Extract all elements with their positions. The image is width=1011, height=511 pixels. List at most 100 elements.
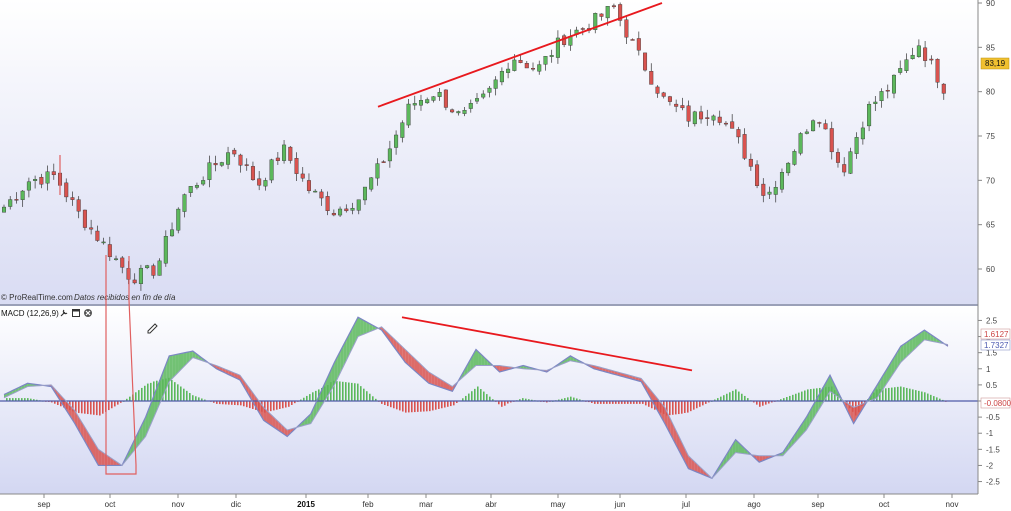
hist-bar-down: [666, 401, 668, 416]
hist-bar-up: [909, 388, 911, 401]
wrench-icon[interactable]: [60, 309, 68, 317]
hist-bar-down: [84, 401, 86, 414]
hist-bar-down: [261, 401, 263, 412]
hist-bar-down: [90, 401, 92, 415]
macd-cloud-down: [419, 363, 423, 379]
candle-up: [369, 177, 374, 190]
hist-bar-up: [807, 389, 809, 401]
macd-cloud-up: [358, 317, 361, 337]
macd-cloud-up: [903, 342, 907, 360]
hist-bar-up: [309, 394, 311, 401]
time-tick-label: dic: [231, 500, 241, 509]
macd-tick-label: 2.5: [986, 316, 998, 325]
hist-bar-up: [192, 395, 194, 401]
candle-down: [829, 128, 834, 153]
candle-up: [263, 180, 268, 187]
candle-down: [524, 63, 529, 69]
candle-down: [705, 117, 710, 119]
hist-bar-down: [669, 401, 671, 416]
pencil-icon[interactable]: [147, 323, 158, 334]
hist-bar-down: [651, 401, 653, 409]
macd-cloud-up: [172, 354, 176, 379]
last-price-tag: 83,19: [980, 57, 1010, 70]
candle-down: [244, 164, 249, 166]
time-tick-label: oct: [879, 500, 890, 509]
macd-cloud-up: [918, 332, 922, 346]
hist-bar-up: [810, 389, 812, 401]
macd-cloud-down: [414, 357, 417, 373]
hist-bar-up: [375, 398, 377, 401]
hist-bar-up: [24, 398, 26, 401]
macd-cloud-up: [900, 344, 904, 363]
candle-down: [929, 58, 934, 61]
hist-bar-up: [729, 392, 731, 401]
hist-bar-up: [894, 387, 896, 401]
candle-down: [624, 19, 629, 38]
hist-bar-up: [147, 383, 149, 401]
hist-bar-up: [912, 389, 914, 401]
candle-down: [667, 96, 672, 102]
candle-up: [8, 199, 13, 207]
candle-down: [730, 121, 735, 129]
candle-down: [331, 212, 336, 216]
hist-bar-down: [243, 401, 245, 407]
hist-bar-up: [171, 379, 173, 401]
time-tick-label: may: [550, 500, 565, 509]
candle-up: [593, 13, 598, 30]
hist-bar-up: [876, 389, 878, 401]
macd-cloud-down: [434, 375, 438, 387]
candle-down: [39, 176, 44, 185]
macd-cloud-down: [502, 365, 506, 372]
candle-down: [761, 183, 766, 196]
candle-up: [45, 171, 50, 184]
source-brand: © ProRealTime.com: [1, 293, 73, 302]
hist-bar-down: [255, 401, 257, 410]
hist-bar-down: [420, 401, 422, 412]
hist-bar-up: [162, 379, 164, 401]
hist-bar-up: [564, 398, 566, 401]
hist-bar-down: [429, 401, 431, 412]
hist-bar-up: [363, 388, 365, 401]
hist-bar-down: [657, 401, 659, 412]
hist-bar-up: [525, 398, 527, 401]
hist-bar-down: [681, 401, 683, 414]
hist-bar-up: [21, 398, 23, 401]
macd-cloud-down: [499, 365, 503, 372]
time-tick-label: nov: [946, 500, 959, 509]
macd-cloud-down: [443, 381, 447, 390]
macd-cloud-up: [915, 334, 919, 349]
candle-down: [64, 182, 69, 198]
hist-bar-down: [405, 401, 407, 413]
time-tick-label: feb: [362, 500, 374, 509]
candle-down: [618, 4, 623, 21]
hist-bar-down: [381, 401, 383, 404]
hist-bar-down: [705, 401, 707, 404]
hist-bar-down: [753, 401, 755, 403]
hist-bar-down: [282, 401, 284, 409]
hist-bar-up: [882, 388, 884, 401]
time-tick-label: sep: [812, 500, 825, 509]
hist-bar-up: [141, 387, 143, 401]
macd-tick-label: -2.5: [986, 478, 1000, 487]
hist-bar-up: [312, 392, 314, 401]
hist-bar-down: [120, 401, 122, 403]
macd-cloud-up: [909, 338, 913, 354]
candle-down: [655, 86, 660, 94]
hist-bar-up: [561, 398, 563, 401]
window-icon[interactable]: [72, 309, 80, 317]
hist-bar-up: [489, 396, 491, 401]
hist-bar-down: [414, 401, 416, 413]
candle-up: [767, 191, 772, 195]
hist-bar-up: [327, 385, 329, 401]
macd-cloud-down: [98, 449, 102, 466]
hist-bar-up: [303, 397, 305, 401]
hist-bar-down: [285, 401, 287, 408]
macd-cloud-up: [894, 351, 898, 372]
hist-bar-up: [870, 395, 872, 401]
candle-up: [170, 229, 175, 237]
hist-bar-up: [15, 398, 17, 401]
close-icon[interactable]: [84, 309, 92, 317]
macd-panel: [0, 306, 978, 494]
hist-bar-down: [450, 401, 452, 407]
hist-bar-up: [36, 399, 38, 401]
